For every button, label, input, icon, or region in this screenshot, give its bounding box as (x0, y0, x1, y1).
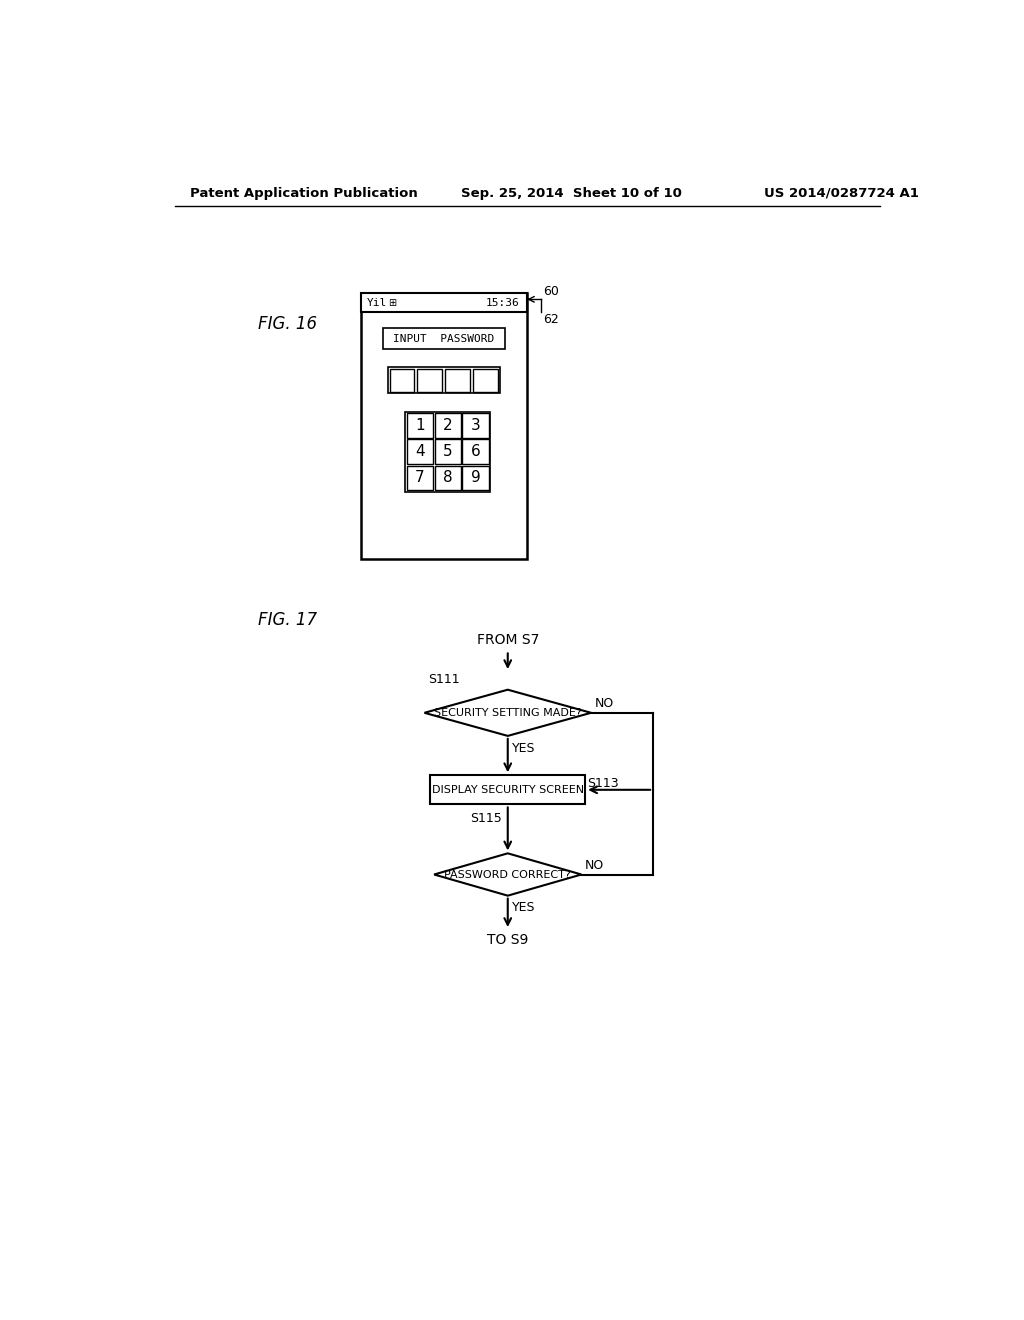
Polygon shape (424, 689, 591, 737)
Text: 3: 3 (471, 418, 480, 433)
Text: Patent Application Publication: Patent Application Publication (190, 186, 418, 199)
Text: 5: 5 (442, 445, 453, 459)
Bar (389, 368, 415, 392)
Text: INPUT  PASSWORD: INPUT PASSWORD (393, 334, 495, 343)
Text: FIG. 17: FIG. 17 (258, 611, 317, 630)
Text: FROM S7: FROM S7 (476, 632, 539, 647)
Text: YES: YES (512, 902, 536, 915)
Bar (407, 440, 433, 465)
Bar (407, 466, 433, 490)
Text: NO: NO (586, 859, 604, 871)
Polygon shape (434, 853, 582, 896)
Bar (473, 368, 498, 392)
Text: US 2014/0287724 A1: US 2014/0287724 A1 (764, 186, 919, 199)
Text: 15:36: 15:36 (485, 298, 519, 308)
Text: PASSWORD CORRECT?: PASSWORD CORRECT? (444, 870, 571, 879)
Bar (407, 413, 433, 438)
Text: 7: 7 (415, 470, 425, 486)
Text: 8: 8 (442, 470, 453, 486)
Bar (434, 440, 461, 465)
Text: DISPLAY SECURITY SCREEN: DISPLAY SECURITY SCREEN (432, 785, 584, 795)
Text: TO S9: TO S9 (487, 933, 528, 946)
Text: 2: 2 (442, 418, 453, 433)
Text: 4: 4 (415, 445, 425, 459)
Text: NO: NO (595, 697, 614, 710)
Text: S111: S111 (428, 673, 460, 686)
Bar (445, 368, 470, 392)
Bar (463, 440, 488, 465)
Bar (463, 466, 488, 490)
Text: ⊞: ⊞ (388, 298, 396, 308)
Text: FIG. 16: FIG. 16 (258, 315, 317, 333)
Bar (430, 775, 586, 804)
Bar (383, 327, 505, 350)
Text: 1: 1 (415, 418, 425, 433)
Text: Sep. 25, 2014  Sheet 10 of 10: Sep. 25, 2014 Sheet 10 of 10 (461, 186, 682, 199)
Bar (418, 368, 442, 392)
Text: SECURITY SETTING MADE?: SECURITY SETTING MADE? (434, 708, 582, 718)
Bar (360, 293, 527, 558)
Bar (360, 293, 527, 313)
Text: YES: YES (512, 742, 536, 755)
Bar (434, 466, 461, 490)
Text: 60: 60 (544, 285, 559, 298)
Bar (406, 412, 490, 492)
Bar (388, 367, 500, 393)
Bar (434, 413, 461, 438)
Text: Yil: Yil (367, 298, 387, 308)
Text: S115: S115 (470, 812, 502, 825)
Text: 62: 62 (544, 313, 559, 326)
Text: 6: 6 (471, 445, 480, 459)
Text: 9: 9 (471, 470, 480, 486)
Bar (463, 413, 488, 438)
Text: S113: S113 (588, 777, 620, 791)
